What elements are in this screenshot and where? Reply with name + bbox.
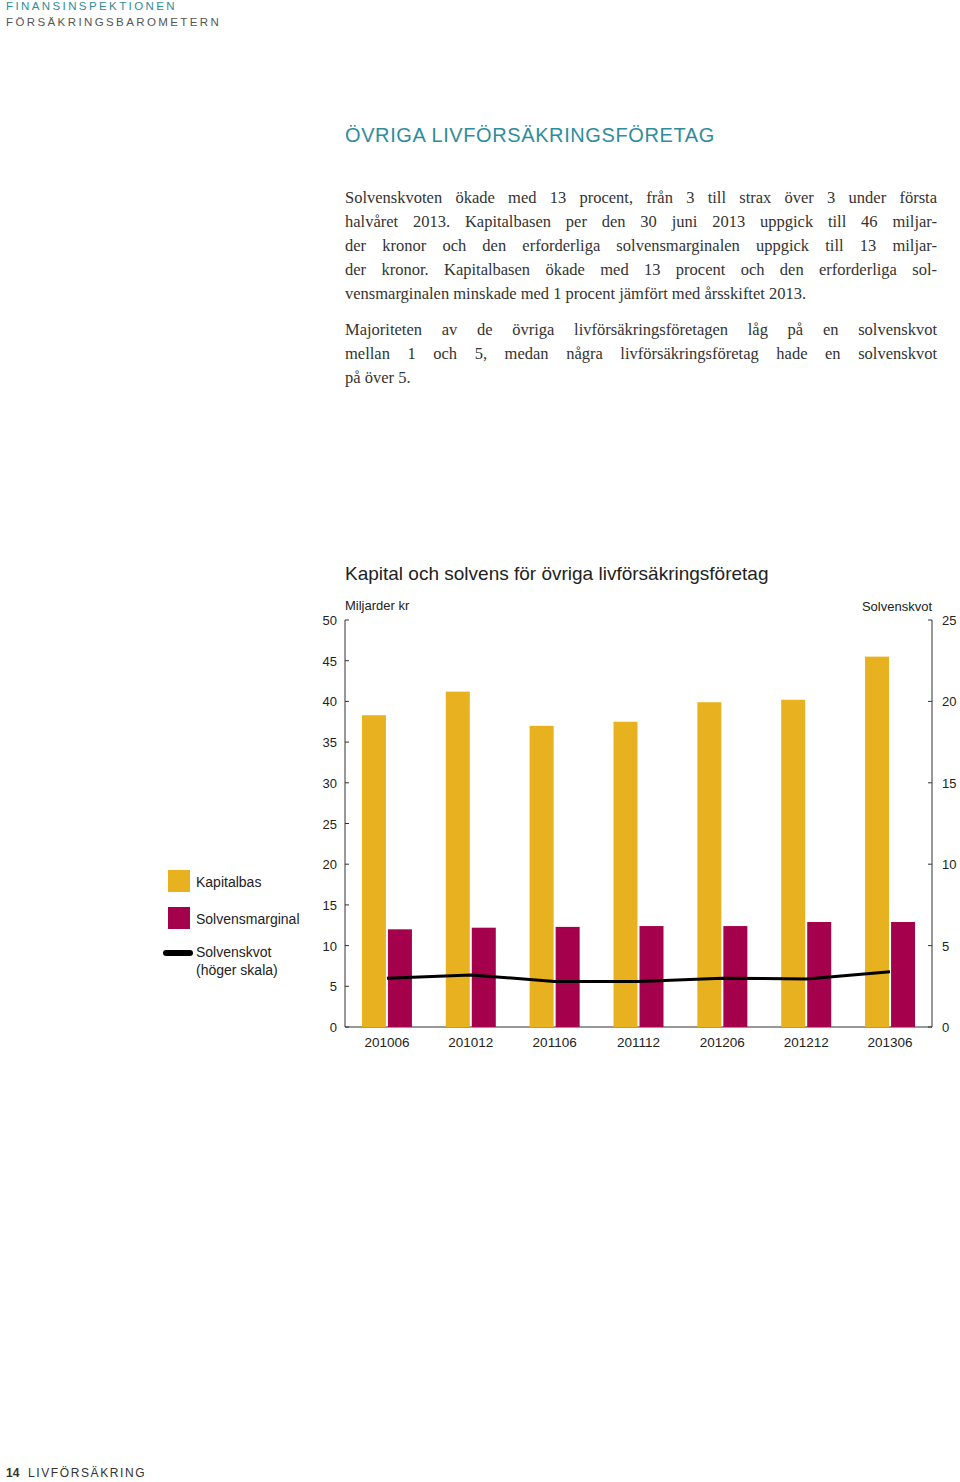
footer-section: LIVFÖRSÄKRING [28,1466,146,1480]
bar [891,922,915,1027]
x-tick-label: 201012 [448,1035,493,1050]
y2-tick [928,701,932,702]
section-title: ÖVRIGA LIVFÖRSÄKRINGSFÖRETAG [345,124,715,147]
paragraph-line: halvåret 2013. Kapitalbasen per den 30 j… [345,210,937,234]
line [387,972,890,982]
x-tick-label: 201206 [700,1035,745,1050]
paragraph-line: Majoriteten av de övriga livförsäkringsf… [345,318,937,342]
y-tick-label: 5 [330,979,337,994]
y-tick-label: 45 [323,654,337,669]
y-tick [345,782,349,783]
y-axis-label: Miljarder kr [345,598,410,613]
y2-axis-line [932,620,933,1027]
chart-title: Kapital och solvens för övriga livförsäk… [345,563,768,584]
legend-swatch [168,907,190,929]
y-tick [345,945,349,946]
bar [556,927,580,1027]
y-tick-label: 50 [323,613,337,628]
header-publication: FÖRSÄKRINGSBAROMETERN [6,16,221,28]
y2-tick [928,620,932,621]
y-tick-label: 10 [323,939,337,954]
y2-tick-label: 20 [942,694,956,709]
y-tick [345,742,349,743]
y2-tick-label: 10 [942,857,956,872]
footer-page: 14 [6,1466,19,1480]
legend-swatch [163,950,193,956]
y-tick [345,660,349,661]
y2-tick-label: 0 [942,1020,949,1035]
y2-axis-label: Solvenskvot [862,599,932,614]
plot-area [362,657,915,1027]
x-tick-label: 201106 [533,1035,577,1050]
paragraph: Solvenskvoten ökade med 13 procent, från… [345,186,937,306]
y-tick-label: 25 [323,817,337,832]
paragraph-line: der kronor. Kapitalbasen ökade med 13 pr… [345,258,937,282]
x-axis-line [345,1027,932,1028]
y2-tick-label: 25 [942,613,956,628]
y2-tick [928,1027,932,1028]
header-organization: FINANSINSPEKTIONEN [6,0,177,12]
paragraph: Majoriteten av de övriga livförsäkringsf… [345,318,937,390]
bar [362,715,386,1027]
y2-tick-label: 5 [942,939,949,954]
paragraph-line: Solvenskvoten ökade med 13 procent, från… [345,186,937,210]
y-tick [345,823,349,824]
legend-label: Solvenskvot (höger skala) [196,943,308,979]
bar [807,922,831,1027]
y-tick [345,620,349,621]
y2-tick [928,782,932,783]
x-tick-label: 201112 [617,1035,660,1050]
x-tick-label: 201306 [868,1035,913,1050]
legend-swatch [168,870,190,892]
legend-label: Kapitalbas [196,873,308,891]
y-tick-label: 20 [323,857,337,872]
bar [640,926,664,1027]
y-tick [345,1027,349,1028]
y-tick-label: 15 [323,898,337,913]
y2-tick-label: 15 [942,776,956,791]
y-tick-label: 35 [323,735,337,750]
bar [723,926,747,1027]
y2-tick [928,945,932,946]
chart: Kapital och solvens för övriga livförsäk… [0,0,960,1482]
x-tick-label: 201212 [784,1035,829,1050]
legend-label: Solvensmarginal [196,910,308,928]
paragraph-line: der kronor och den erforderliga solvensm… [345,234,937,258]
paragraph-line: vensmarginalen minskade med 1 procent jä… [345,282,937,306]
y-tick [345,986,349,987]
x-tick-label: 201006 [364,1035,409,1050]
y2-tick [928,864,932,865]
paragraph-line: mellan 1 och 5, medan några livförsäkrin… [345,342,937,366]
y-tick [345,904,349,905]
y-tick [345,701,349,702]
y-tick-label: 0 [330,1020,337,1035]
y-tick-label: 30 [323,776,337,791]
y-tick-label: 40 [323,694,337,709]
y-tick [345,864,349,865]
paragraph-line: på över 5. [345,366,937,390]
